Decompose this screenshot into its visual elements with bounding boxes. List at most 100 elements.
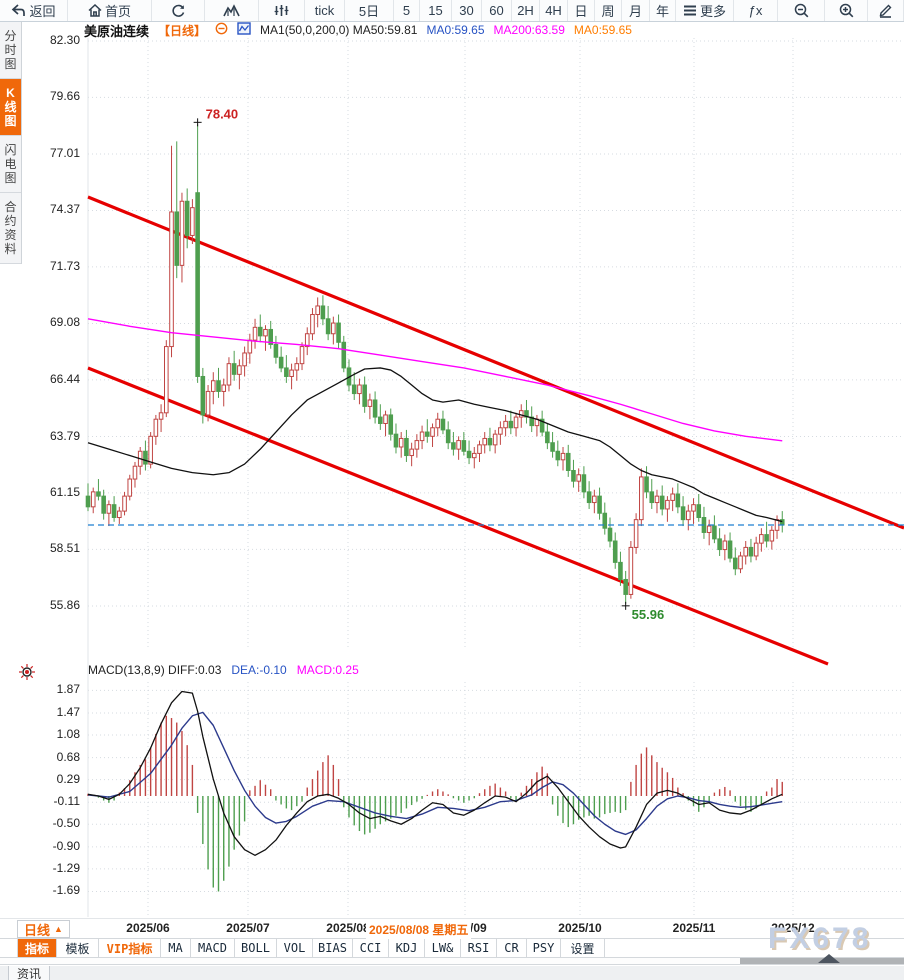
toolbar-zoom-out[interactable] <box>778 0 825 21</box>
indicator-tab-CCI[interactable]: CCI <box>353 939 389 957</box>
x-axis-label: 2025/12 <box>771 921 815 935</box>
indicator-tab-KDJ[interactable]: KDJ <box>389 939 425 957</box>
indicator-tab-MACD[interactable]: MACD <box>191 939 235 957</box>
toolbar-4H[interactable]: 4H <box>540 0 568 21</box>
toolbar-menu[interactable]: 更多 <box>676 0 734 21</box>
sidebar-tab-分时图[interactable]: 分时图 <box>0 22 21 79</box>
macd-header: MACD(13,8,9) DIFF:0.03 DEA:-0.10 MACD:0.… <box>88 663 359 677</box>
sidebar-tab-char: 线 <box>4 100 17 114</box>
toolbar-zoom-in[interactable] <box>825 0 868 21</box>
indicator-tab-VIP指标[interactable]: VIP指标 <box>99 939 161 957</box>
macd-axis-label: -0.11 <box>53 794 80 809</box>
zoom-in-icon <box>839 3 854 18</box>
news-tab[interactable]: 资讯 <box>8 966 50 980</box>
toolbar-15[interactable]: 15 <box>420 0 452 21</box>
menu-icon <box>683 5 697 16</box>
chevron-up-icon: ▲ <box>54 924 63 934</box>
toolbar-日[interactable]: 日 <box>568 0 595 21</box>
toolbar-candlestick[interactable] <box>259 0 305 21</box>
toolbar-tick[interactable]: tick <box>305 0 345 21</box>
y-axis-label: 61.15 <box>49 484 80 499</box>
toolbar-30[interactable]: 30 <box>452 0 482 21</box>
y-axis-label: 79.66 <box>49 89 80 104</box>
macd-title: MACD(13,8,9) DIFF:0.03 <box>88 663 222 677</box>
candlestick-icon <box>274 4 289 17</box>
y-axis-label: 74.37 <box>49 202 80 217</box>
toolbar-refresh[interactable] <box>152 0 205 21</box>
macd-axis-label: -0.50 <box>52 816 80 831</box>
toolbar-label: 30 <box>459 3 474 18</box>
indicator-settings-icon[interactable] <box>18 663 36 681</box>
toolbar-5日[interactable]: 5日 <box>345 0 394 21</box>
sidebar-tab-char: 图 <box>4 114 17 128</box>
indicator-icon[interactable] <box>237 22 251 38</box>
selected-date-label: 2025/08/08 星期五 <box>366 920 472 939</box>
back-arrow-icon <box>11 4 26 17</box>
toolbar-label: 5 <box>402 3 411 18</box>
area-chart-icon <box>223 4 240 17</box>
x-axis-label: 2025/06 <box>126 921 170 935</box>
sidebar-tab-char: 时 <box>4 43 17 57</box>
y-axis-label: 55.86 <box>49 597 80 612</box>
sidebar-tab-char: 资 <box>4 228 17 242</box>
y-axis-label: 66.44 <box>49 371 80 386</box>
indicator-tab-模板[interactable]: 模板 <box>57 939 99 957</box>
toolbar-5[interactable]: 5 <box>394 0 420 21</box>
sidebar-tab-char: 合 <box>4 200 17 214</box>
toolbar-back-arrow[interactable]: 返回 <box>0 0 68 21</box>
toolbar-label: 周 <box>601 4 615 19</box>
macd-axis-label: 1.87 <box>56 682 80 697</box>
horizontal-scrollbar[interactable] <box>0 954 904 965</box>
y-axis-label: 58.51 <box>49 541 80 556</box>
diff-line <box>87 690 783 856</box>
sidebar-tab-char: 料 <box>4 242 17 256</box>
toolbar-label: 返回 <box>29 4 56 19</box>
collapse-icon[interactable] <box>215 22 228 38</box>
toolbar-60[interactable]: 60 <box>482 0 512 21</box>
y-axis-label: 69.08 <box>49 315 80 330</box>
indicator-tab-VOL[interactable]: VOL <box>277 939 313 957</box>
indicator-tab-BIAS[interactable]: BIAS <box>313 939 353 957</box>
y-axis-label: 77.01 <box>49 146 80 161</box>
toolbar-年[interactable]: 年 <box>650 0 676 21</box>
x-axis-label: 2025/07 <box>226 921 270 935</box>
period-tag: 【日线】 <box>158 23 207 38</box>
toolbar-周[interactable]: 周 <box>595 0 622 21</box>
toolbar-label: 5日 <box>358 4 380 19</box>
indicator-tab-LW&[interactable]: LW& <box>425 939 461 957</box>
indicator-tab-MA[interactable]: MA <box>161 939 191 957</box>
high-annotation: 78.40 <box>206 106 239 121</box>
x-axis-label: 2025/11 <box>672 921 716 935</box>
candles <box>85 124 785 604</box>
indicator-tab-RSI[interactable]: RSI <box>461 939 497 957</box>
toolbar-area-chart[interactable] <box>205 0 259 21</box>
indicator-tab-CR[interactable]: CR <box>497 939 527 957</box>
ma50-line <box>87 367 783 523</box>
indicator-tab-指标[interactable]: 指标 <box>17 939 57 957</box>
price-annotations: 78.40 55.96 <box>193 106 665 622</box>
sidebar-tab-闪电图[interactable]: 闪电图 <box>0 136 21 193</box>
ma0-orange-label: MA0:59.65 <box>573 23 632 37</box>
y-axis-label: 82.30 <box>49 33 80 47</box>
trend-channel[interactable] <box>87 195 904 666</box>
zoom-out-icon <box>794 3 809 18</box>
period-selector[interactable]: 日线 ▲ <box>17 920 70 938</box>
pencil-icon <box>878 3 893 18</box>
toolbar-月[interactable]: 月 <box>622 0 650 21</box>
indicator-tab-设置[interactable]: 设置 <box>561 939 605 957</box>
toolbar-home[interactable]: 首页 <box>68 0 152 21</box>
sidebar-tab-合约资料[interactable]: 合约资料 <box>0 193 21 264</box>
toolbar-ƒx[interactable]: ƒx <box>734 0 778 21</box>
toolbar-pencil[interactable] <box>868 0 904 21</box>
sidebar-tab-char: 图 <box>4 171 17 185</box>
macd-axis-label: 0.68 <box>56 749 80 764</box>
indicator-tab-BOLL[interactable]: BOLL <box>235 939 277 957</box>
indicator-tab-PSY[interactable]: PSY <box>527 939 561 957</box>
ma200-label: MA200:63.59 <box>493 23 565 37</box>
scrollbar-handle-icon[interactable] <box>818 954 840 963</box>
toolbar-2H[interactable]: 2H <box>512 0 540 21</box>
low-annotation: 55.96 <box>632 607 665 622</box>
